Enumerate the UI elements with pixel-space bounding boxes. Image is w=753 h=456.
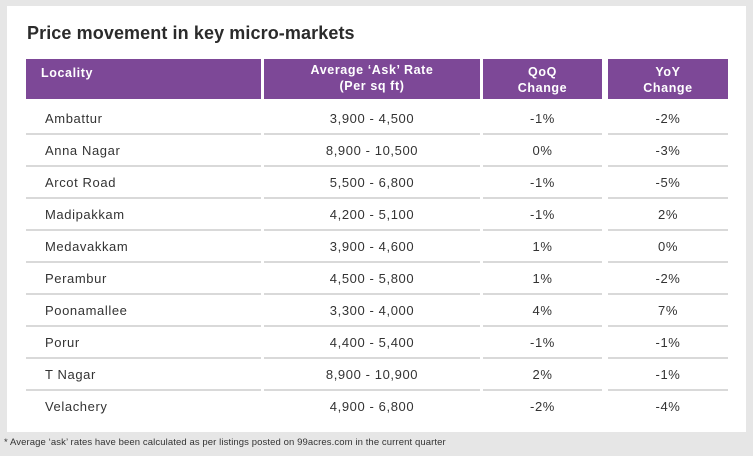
header-locality-label: Locality (41, 66, 94, 80)
page-title: Price movement in key micro-markets (27, 23, 355, 43)
cell-qoq: 4% (483, 295, 602, 327)
cell-ask-rate: 3,900 - 4,600 (264, 231, 480, 263)
cell-qoq: 1% (483, 263, 602, 295)
cell-yoy: -5% (608, 167, 728, 199)
price-table-card: Price movement in key micro-markets Loca… (7, 6, 746, 432)
cell-ask-rate: 8,900 - 10,500 (264, 135, 480, 167)
cell-ask-rate: 4,200 - 5,100 (264, 199, 480, 231)
table-header: Locality Average ‘Ask’ Rate (Per sq ft) … (26, 59, 728, 99)
cell-yoy: -1% (608, 359, 728, 391)
table-row: Ambattur 3,900 - 4,500 -1% -2% (26, 103, 728, 135)
header-ask-rate-line2: (Per sq ft) (339, 79, 405, 93)
cell-locality: Velachery (45, 399, 108, 414)
header-yoy-line1: YoY (655, 65, 681, 79)
cell-ask-rate: 4,500 - 5,800 (264, 263, 480, 295)
cell-ask-rate: 4,900 - 6,800 (329, 399, 415, 414)
cell-yoy: -4% (655, 399, 681, 414)
cell-locality: Medavakkam (26, 231, 261, 263)
cell-locality: Arcot Road (26, 167, 261, 199)
cell-yoy: 0% (608, 231, 728, 263)
header-ask-rate-line1: Average ‘Ask’ Rate (310, 63, 434, 77)
cell-ask-rate: 4,400 - 5,400 (264, 327, 480, 359)
cell-locality: Ambattur (26, 103, 261, 135)
table-row: T Nagar 8,900 - 10,900 2% -1% (26, 359, 728, 391)
cell-qoq: 1% (483, 231, 602, 263)
cell-qoq: 0% (483, 135, 602, 167)
cell-yoy: -2% (608, 263, 728, 295)
header-qoq-line2: Change (517, 81, 568, 95)
cell-qoq: -1% (483, 199, 602, 231)
header-qoq-line1: QoQ (528, 65, 557, 79)
cell-qoq: 2% (483, 359, 602, 391)
cell-locality: Porur (26, 327, 261, 359)
cell-locality: T Nagar (26, 359, 261, 391)
table-row: Porur 4,400 - 5,400 -1% -1% (26, 327, 728, 359)
header-ask-rate: Average ‘Ask’ Rate (Per sq ft) (264, 59, 480, 99)
cell-qoq: -1% (483, 327, 602, 359)
cell-yoy: -2% (608, 103, 728, 135)
header-locality: Locality (26, 59, 261, 99)
table-row: Madipakkam 4,200 - 5,100 -1% 2% (26, 199, 728, 231)
cell-qoq: -1% (483, 167, 602, 199)
header-yoy: YoY Change (608, 59, 728, 99)
cell-ask-rate: 8,900 - 10,900 (264, 359, 480, 391)
cell-locality: Madipakkam (26, 199, 261, 231)
cell-ask-rate: 5,500 - 6,800 (264, 167, 480, 199)
cell-yoy: -3% (608, 135, 728, 167)
cell-locality: Poonamallee (26, 295, 261, 327)
cell-yoy: 2% (608, 199, 728, 231)
table-row: Perambur 4,500 - 5,800 1% -2% (26, 263, 728, 295)
header-yoy-line2: Change (643, 81, 693, 95)
cell-yoy: 7% (608, 295, 728, 327)
table-row: Arcot Road 5,500 - 6,800 -1% -5% (26, 167, 728, 199)
cell-yoy: -1% (608, 327, 728, 359)
cell-locality: Perambur (26, 263, 261, 295)
header-qoq: QoQ Change (483, 59, 602, 99)
table-row: Anna Nagar 8,900 - 10,500 0% -3% (26, 135, 728, 167)
table-row: Velachery 4,900 - 6,800 -2% -4% (26, 391, 728, 423)
cell-locality: Anna Nagar (26, 135, 261, 167)
cell-qoq: -2% (530, 399, 555, 414)
cell-ask-rate: 3,900 - 4,500 (264, 103, 480, 135)
table-body: Ambattur 3,900 - 4,500 -1% -2% Anna Naga… (26, 103, 728, 423)
cell-qoq: -1% (483, 103, 602, 135)
table-row: Poonamallee 3,300 - 4,000 4% 7% (26, 295, 728, 327)
footnote: * Average ‘ask’ rates have been calculat… (4, 437, 446, 448)
table-row: Medavakkam 3,900 - 4,600 1% 0% (26, 231, 728, 263)
cell-ask-rate: 3,300 - 4,000 (264, 295, 480, 327)
